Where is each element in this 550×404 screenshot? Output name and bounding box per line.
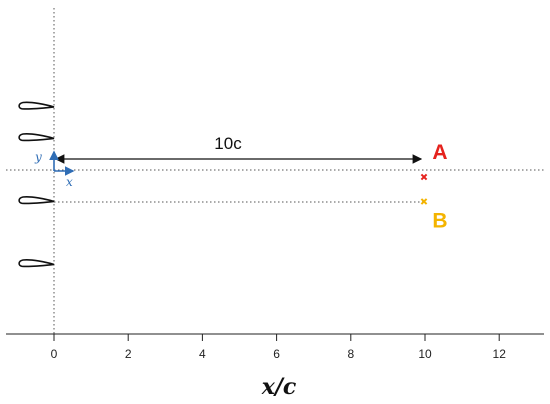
probe-label-b: B (432, 210, 447, 233)
airfoil-profile (18, 133, 55, 142)
x-tick-label: 0 (51, 347, 58, 361)
coordinate-axes: x y (34, 150, 75, 189)
x-tick-label: 4 (199, 347, 206, 361)
probe-points: AB (420, 141, 448, 233)
probe-label-a: A (432, 141, 447, 164)
x-coord-label: x (66, 175, 73, 189)
probe-marker-b (420, 198, 428, 205)
x-tick-label: 6 (273, 347, 280, 361)
x-tick-label: 2 (125, 347, 132, 361)
dimension-arrow: 10c (54, 134, 423, 164)
airfoil-cascade (18, 101, 55, 268)
y-coord-label: y (34, 150, 42, 164)
x-tick-label: 8 (347, 347, 354, 361)
x-tick-label: 12 (493, 347, 507, 361)
dimension-label: 10c (214, 134, 242, 153)
airfoil-profile (18, 101, 55, 110)
x-axis-title: x/c (261, 374, 297, 400)
probe-marker-a (420, 173, 428, 181)
airfoil-profile (18, 196, 55, 205)
x-axis-ticks: 0 2 4 6 8 10 12 (51, 334, 507, 361)
x-tick-label: 10 (418, 347, 432, 361)
airfoil-profile (18, 259, 55, 268)
